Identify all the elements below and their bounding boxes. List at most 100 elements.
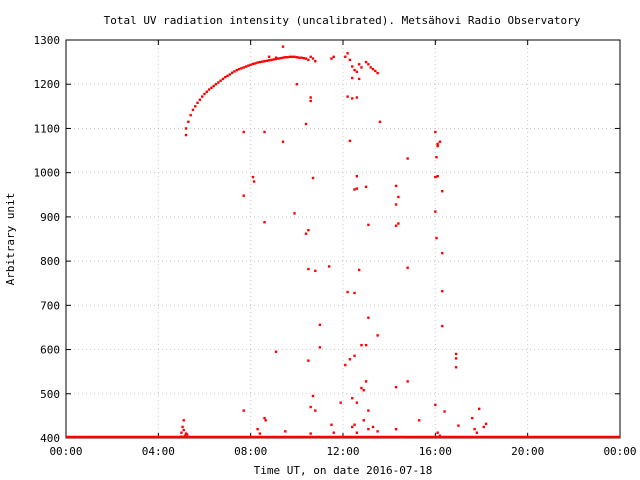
data-point [367, 63, 370, 66]
data-point [311, 176, 315, 180]
data-point [367, 409, 370, 412]
data-point [438, 140, 442, 143]
data-point [309, 55, 312, 59]
data-point [281, 56, 285, 59]
data-point [247, 64, 250, 67]
data-point [224, 75, 227, 79]
data-point [274, 350, 278, 353]
data-point [477, 407, 481, 411]
x-tick-label: 16:00 [419, 445, 452, 458]
data-point [198, 98, 202, 101]
data-point [330, 57, 333, 60]
data-point [261, 60, 264, 63]
data-point [311, 57, 315, 60]
grid [66, 40, 620, 438]
data-point [228, 73, 232, 76]
data-point [233, 70, 236, 73]
data-point [376, 430, 379, 433]
data-point [304, 122, 308, 126]
data-point [339, 401, 342, 404]
data-point [252, 180, 256, 183]
data-point [353, 423, 356, 426]
data-point [314, 60, 317, 63]
data-point [274, 56, 278, 59]
data-point [300, 56, 303, 59]
data-point [355, 175, 359, 178]
data-point [314, 409, 317, 412]
data-point [272, 58, 275, 61]
data-point [181, 425, 184, 429]
data-point [235, 68, 239, 72]
data-point [376, 334, 379, 337]
data-point [295, 83, 299, 86]
data-point [311, 394, 315, 398]
data-point [304, 232, 308, 235]
data-point [251, 62, 255, 66]
x-tick-label: 08:00 [234, 445, 267, 458]
x-axis-label: Time UT, on date 2016-07-18 [254, 464, 433, 477]
data-point [457, 424, 460, 427]
data-point [454, 352, 458, 356]
data-point [364, 343, 368, 347]
data-point [307, 58, 310, 62]
data-point [258, 432, 262, 435]
y-tick-label: 1000 [34, 167, 61, 180]
x-tick-label: 00:00 [49, 445, 82, 458]
data-point [360, 66, 363, 69]
data-point [357, 63, 361, 66]
y-tick-label: 800 [40, 255, 60, 268]
y-tick-label: 500 [40, 388, 60, 401]
data-point [264, 419, 267, 422]
data-point [205, 90, 209, 93]
data-point [304, 57, 308, 60]
data-point [441, 251, 444, 255]
data-point [309, 432, 312, 435]
data-point [378, 120, 382, 124]
data-point [353, 354, 356, 357]
data-point [263, 220, 266, 224]
data-point [194, 105, 197, 108]
data-point [436, 144, 439, 148]
data-point [284, 56, 287, 59]
data-point [360, 343, 363, 347]
data-point [362, 389, 365, 392]
data-point [355, 70, 359, 74]
data-point [267, 55, 271, 59]
data-point [309, 405, 312, 409]
data-point [394, 203, 398, 206]
data-point [286, 56, 289, 59]
data-point [367, 223, 370, 227]
data-point [263, 416, 266, 420]
x-tick-label: 04:00 [142, 445, 175, 458]
data-point [355, 187, 359, 190]
data-point [441, 190, 444, 193]
data-point [184, 133, 188, 137]
data-point [242, 409, 245, 412]
data-point [344, 363, 347, 367]
data-point [309, 99, 312, 103]
data-point [346, 52, 349, 55]
data-point [434, 130, 437, 134]
data-point [364, 185, 368, 189]
data-point [249, 63, 252, 66]
data-point [454, 357, 458, 360]
data-point [200, 95, 204, 98]
data-point [344, 55, 347, 59]
data-point [284, 430, 287, 433]
data-point [189, 113, 192, 117]
data-point [210, 86, 213, 89]
y-tick-label: 400 [40, 432, 60, 445]
data-point [482, 425, 486, 429]
data-point [357, 77, 361, 81]
data-point [251, 175, 255, 179]
data-point [244, 65, 248, 68]
data-point [307, 267, 310, 271]
data-point [196, 101, 199, 104]
y-tick-label: 1200 [34, 78, 61, 91]
data-point [182, 428, 185, 432]
data-point [256, 427, 259, 431]
data-point [330, 423, 333, 426]
data-point [353, 188, 356, 191]
data-point [270, 58, 273, 62]
data-point [180, 431, 183, 434]
